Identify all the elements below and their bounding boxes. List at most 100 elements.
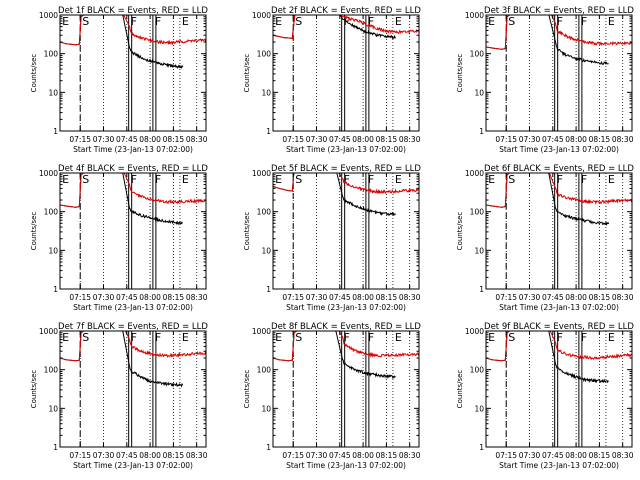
x-axis-label: Start Time (23-Jan-13 07:02:00) bbox=[286, 461, 406, 470]
x-tick-label: 07:30 bbox=[306, 293, 328, 302]
x-tick-label: 07:30 bbox=[519, 451, 541, 460]
chart-title: Det 3f BLACK = Events, RED = LLD bbox=[484, 6, 634, 16]
marker-label: S bbox=[508, 173, 515, 186]
marker-label: E bbox=[395, 15, 402, 28]
x-tick-label: 08:15 bbox=[589, 451, 611, 460]
x-tick-label: 07:15 bbox=[282, 293, 304, 302]
y-tick-label: 1 bbox=[266, 285, 271, 294]
marker-label: E bbox=[608, 331, 615, 344]
marker-label: F bbox=[344, 173, 350, 186]
y-tick-label: 10 bbox=[261, 246, 271, 255]
y-tick-label: 1000 bbox=[465, 169, 484, 178]
x-tick-label: 08:15 bbox=[376, 293, 398, 302]
marker-label: E bbox=[608, 15, 615, 28]
y-axis-label: Counts/sec bbox=[456, 370, 464, 409]
x-axis-label: Start Time (23-Jan-13 07:02:00) bbox=[286, 303, 406, 312]
marker-label: E bbox=[395, 331, 402, 344]
x-tick-label: 08:00 bbox=[352, 451, 374, 460]
marker-label: S bbox=[82, 173, 89, 186]
x-tick-label: 08:00 bbox=[565, 135, 587, 144]
marker-label: F bbox=[581, 331, 587, 344]
y-tick-label: 1 bbox=[53, 285, 58, 294]
y-tick-label: 1 bbox=[479, 127, 484, 136]
x-tick-label: 07:45 bbox=[329, 293, 351, 302]
x-tick-label: 08:15 bbox=[376, 135, 398, 144]
x-tick-label: 07:15 bbox=[495, 451, 517, 460]
lld-series bbox=[486, 15, 632, 50]
lld-series bbox=[486, 331, 632, 362]
marker-label: F bbox=[155, 331, 161, 344]
x-tick-label: 08:15 bbox=[589, 135, 611, 144]
y-tick-label: 1 bbox=[479, 285, 484, 294]
marker-label: S bbox=[508, 331, 515, 344]
x-axis-label: Start Time (23-Jan-13 07:02:00) bbox=[73, 303, 193, 312]
x-tick-label: 07:15 bbox=[69, 135, 91, 144]
plot-frame bbox=[272, 330, 420, 448]
chart-title: Det 8f BLACK = Events, RED = LLD bbox=[271, 322, 421, 332]
y-tick-label: 100 bbox=[470, 366, 485, 375]
x-tick-label: 07:30 bbox=[519, 293, 541, 302]
x-tick-label: 08:00 bbox=[352, 135, 374, 144]
x-tick-label: 08:30 bbox=[399, 135, 421, 144]
y-tick-label: 10 bbox=[261, 404, 271, 413]
lld-series bbox=[273, 173, 419, 195]
marker-label: S bbox=[295, 173, 302, 186]
y-tick-label: 1000 bbox=[252, 327, 271, 336]
y-tick-label: 1 bbox=[479, 443, 484, 452]
chart-title: Det 5f BLACK = Events, RED = LLD bbox=[271, 164, 421, 174]
x-axis-label: Start Time (23-Jan-13 07:02:00) bbox=[286, 145, 406, 154]
y-tick-label: 10 bbox=[474, 404, 484, 413]
marker-label: F bbox=[131, 15, 137, 28]
x-tick-label: 07:45 bbox=[542, 451, 564, 460]
x-tick-label: 07:45 bbox=[329, 451, 351, 460]
x-tick-label: 08:30 bbox=[612, 293, 634, 302]
x-tick-label: 08:30 bbox=[186, 135, 208, 144]
x-tick-label: 08:15 bbox=[163, 451, 185, 460]
x-tick-label: 08:00 bbox=[139, 135, 161, 144]
y-tick-label: 100 bbox=[470, 208, 485, 217]
x-tick-label: 07:15 bbox=[69, 293, 91, 302]
y-axis-label: Counts/sec bbox=[456, 54, 464, 93]
chart-title: Det 4f BLACK = Events, RED = LLD bbox=[58, 164, 208, 174]
marker-label: E bbox=[275, 173, 282, 186]
x-axis-label: Start Time (23-Jan-13 07:02:00) bbox=[499, 303, 619, 312]
plot-frame bbox=[59, 330, 207, 448]
x-tick-label: 08:00 bbox=[139, 451, 161, 460]
y-tick-label: 1 bbox=[266, 443, 271, 452]
x-tick-label: 07:45 bbox=[116, 451, 138, 460]
marker-label: E bbox=[62, 331, 69, 344]
plot-frame bbox=[485, 330, 633, 448]
y-tick-label: 1000 bbox=[39, 327, 58, 336]
y-tick-label: 1000 bbox=[39, 11, 58, 20]
lld-series bbox=[486, 173, 632, 208]
plot-frame bbox=[59, 14, 207, 132]
plot-frame bbox=[59, 172, 207, 290]
x-tick-label: 07:15 bbox=[282, 451, 304, 460]
marker-label: E bbox=[182, 15, 189, 28]
y-tick-label: 10 bbox=[474, 246, 484, 255]
x-axis-label: Start Time (23-Jan-13 07:02:00) bbox=[73, 145, 193, 154]
plot-frame bbox=[485, 172, 633, 290]
chart-title: Det 6f BLACK = Events, RED = LLD bbox=[484, 164, 634, 174]
marker-label: F bbox=[155, 15, 161, 28]
marker-label: E bbox=[62, 173, 69, 186]
y-tick-label: 100 bbox=[470, 50, 485, 59]
x-tick-label: 07:30 bbox=[93, 293, 115, 302]
x-tick-label: 08:30 bbox=[399, 451, 421, 460]
y-tick-label: 100 bbox=[257, 208, 272, 217]
x-tick-label: 07:15 bbox=[495, 135, 517, 144]
marker-label: E bbox=[275, 15, 282, 28]
y-tick-label: 1000 bbox=[465, 327, 484, 336]
marker-label: F bbox=[581, 15, 587, 28]
x-tick-label: 07:30 bbox=[93, 451, 115, 460]
x-tick-label: 07:15 bbox=[69, 451, 91, 460]
marker-label: F bbox=[344, 331, 350, 344]
